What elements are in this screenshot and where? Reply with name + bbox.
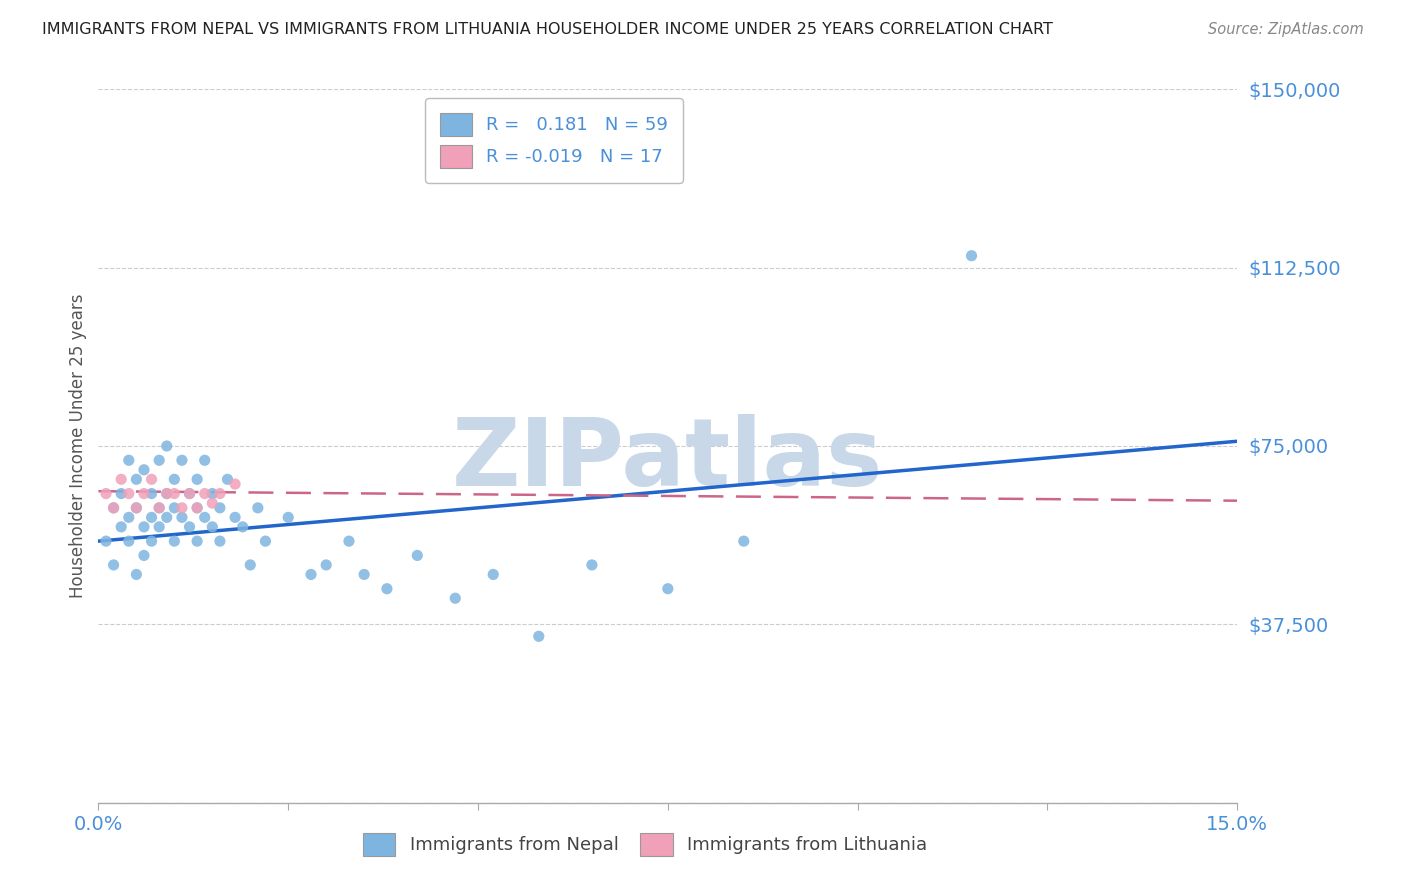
Point <box>232 520 254 534</box>
Point <box>148 453 170 467</box>
Point <box>353 567 375 582</box>
Point <box>186 500 208 515</box>
Point <box>103 500 125 515</box>
Point <box>315 558 337 572</box>
Point <box>132 520 155 534</box>
Point <box>132 463 155 477</box>
Point <box>125 567 148 582</box>
Point <box>118 534 141 549</box>
Point <box>156 486 179 500</box>
Point <box>94 534 117 549</box>
Point <box>118 486 141 500</box>
Y-axis label: Householder Income Under 25 years: Householder Income Under 25 years <box>69 293 87 599</box>
Text: IMMIGRANTS FROM NEPAL VS IMMIGRANTS FROM LITHUANIA HOUSEHOLDER INCOME UNDER 25 Y: IMMIGRANTS FROM NEPAL VS IMMIGRANTS FROM… <box>42 22 1053 37</box>
Point <box>179 486 201 500</box>
Point <box>208 486 231 500</box>
Point <box>94 486 117 500</box>
Point <box>581 558 603 572</box>
Point <box>208 534 231 549</box>
Point <box>132 549 155 563</box>
Point <box>110 472 132 486</box>
Point <box>170 510 193 524</box>
Point <box>141 472 163 486</box>
Point <box>201 496 224 510</box>
Point <box>201 520 224 534</box>
Point <box>141 486 163 500</box>
Point <box>179 520 201 534</box>
Point <box>118 510 141 524</box>
Point <box>186 534 208 549</box>
Point <box>125 500 148 515</box>
Point <box>224 510 246 524</box>
Point <box>132 486 155 500</box>
Point <box>141 510 163 524</box>
Point <box>110 520 132 534</box>
Point <box>170 500 193 515</box>
Point <box>444 591 467 606</box>
Point <box>299 567 322 582</box>
Point <box>103 500 125 515</box>
Text: Source: ZipAtlas.com: Source: ZipAtlas.com <box>1208 22 1364 37</box>
Point <box>254 534 277 549</box>
Point <box>156 439 179 453</box>
Point <box>179 486 201 500</box>
Legend: Immigrants from Nepal, Immigrants from Lithuania: Immigrants from Nepal, Immigrants from L… <box>354 824 936 865</box>
Point <box>148 500 170 515</box>
Point <box>125 500 148 515</box>
Point <box>208 500 231 515</box>
Point <box>186 472 208 486</box>
Point <box>217 472 239 486</box>
Point <box>657 582 679 596</box>
Point <box>201 486 224 500</box>
Point <box>148 500 170 515</box>
Point <box>163 472 186 486</box>
Point <box>163 486 186 500</box>
Text: ZIPatlas: ZIPatlas <box>453 414 883 507</box>
Point <box>170 453 193 467</box>
Point <box>733 534 755 549</box>
Point <box>186 500 208 515</box>
Point <box>156 510 179 524</box>
Point <box>110 486 132 500</box>
Point <box>118 453 141 467</box>
Point <box>960 249 983 263</box>
Point <box>163 534 186 549</box>
Point <box>148 520 170 534</box>
Point <box>125 472 148 486</box>
Point <box>103 558 125 572</box>
Point <box>163 500 186 515</box>
Point <box>141 534 163 549</box>
Point <box>527 629 550 643</box>
Point <box>406 549 429 563</box>
Point <box>156 486 179 500</box>
Point <box>194 510 217 524</box>
Point <box>482 567 505 582</box>
Point <box>194 453 217 467</box>
Point <box>246 500 269 515</box>
Point <box>224 477 246 491</box>
Point <box>277 510 299 524</box>
Point <box>375 582 398 596</box>
Point <box>194 486 217 500</box>
Point <box>239 558 262 572</box>
Point <box>337 534 360 549</box>
